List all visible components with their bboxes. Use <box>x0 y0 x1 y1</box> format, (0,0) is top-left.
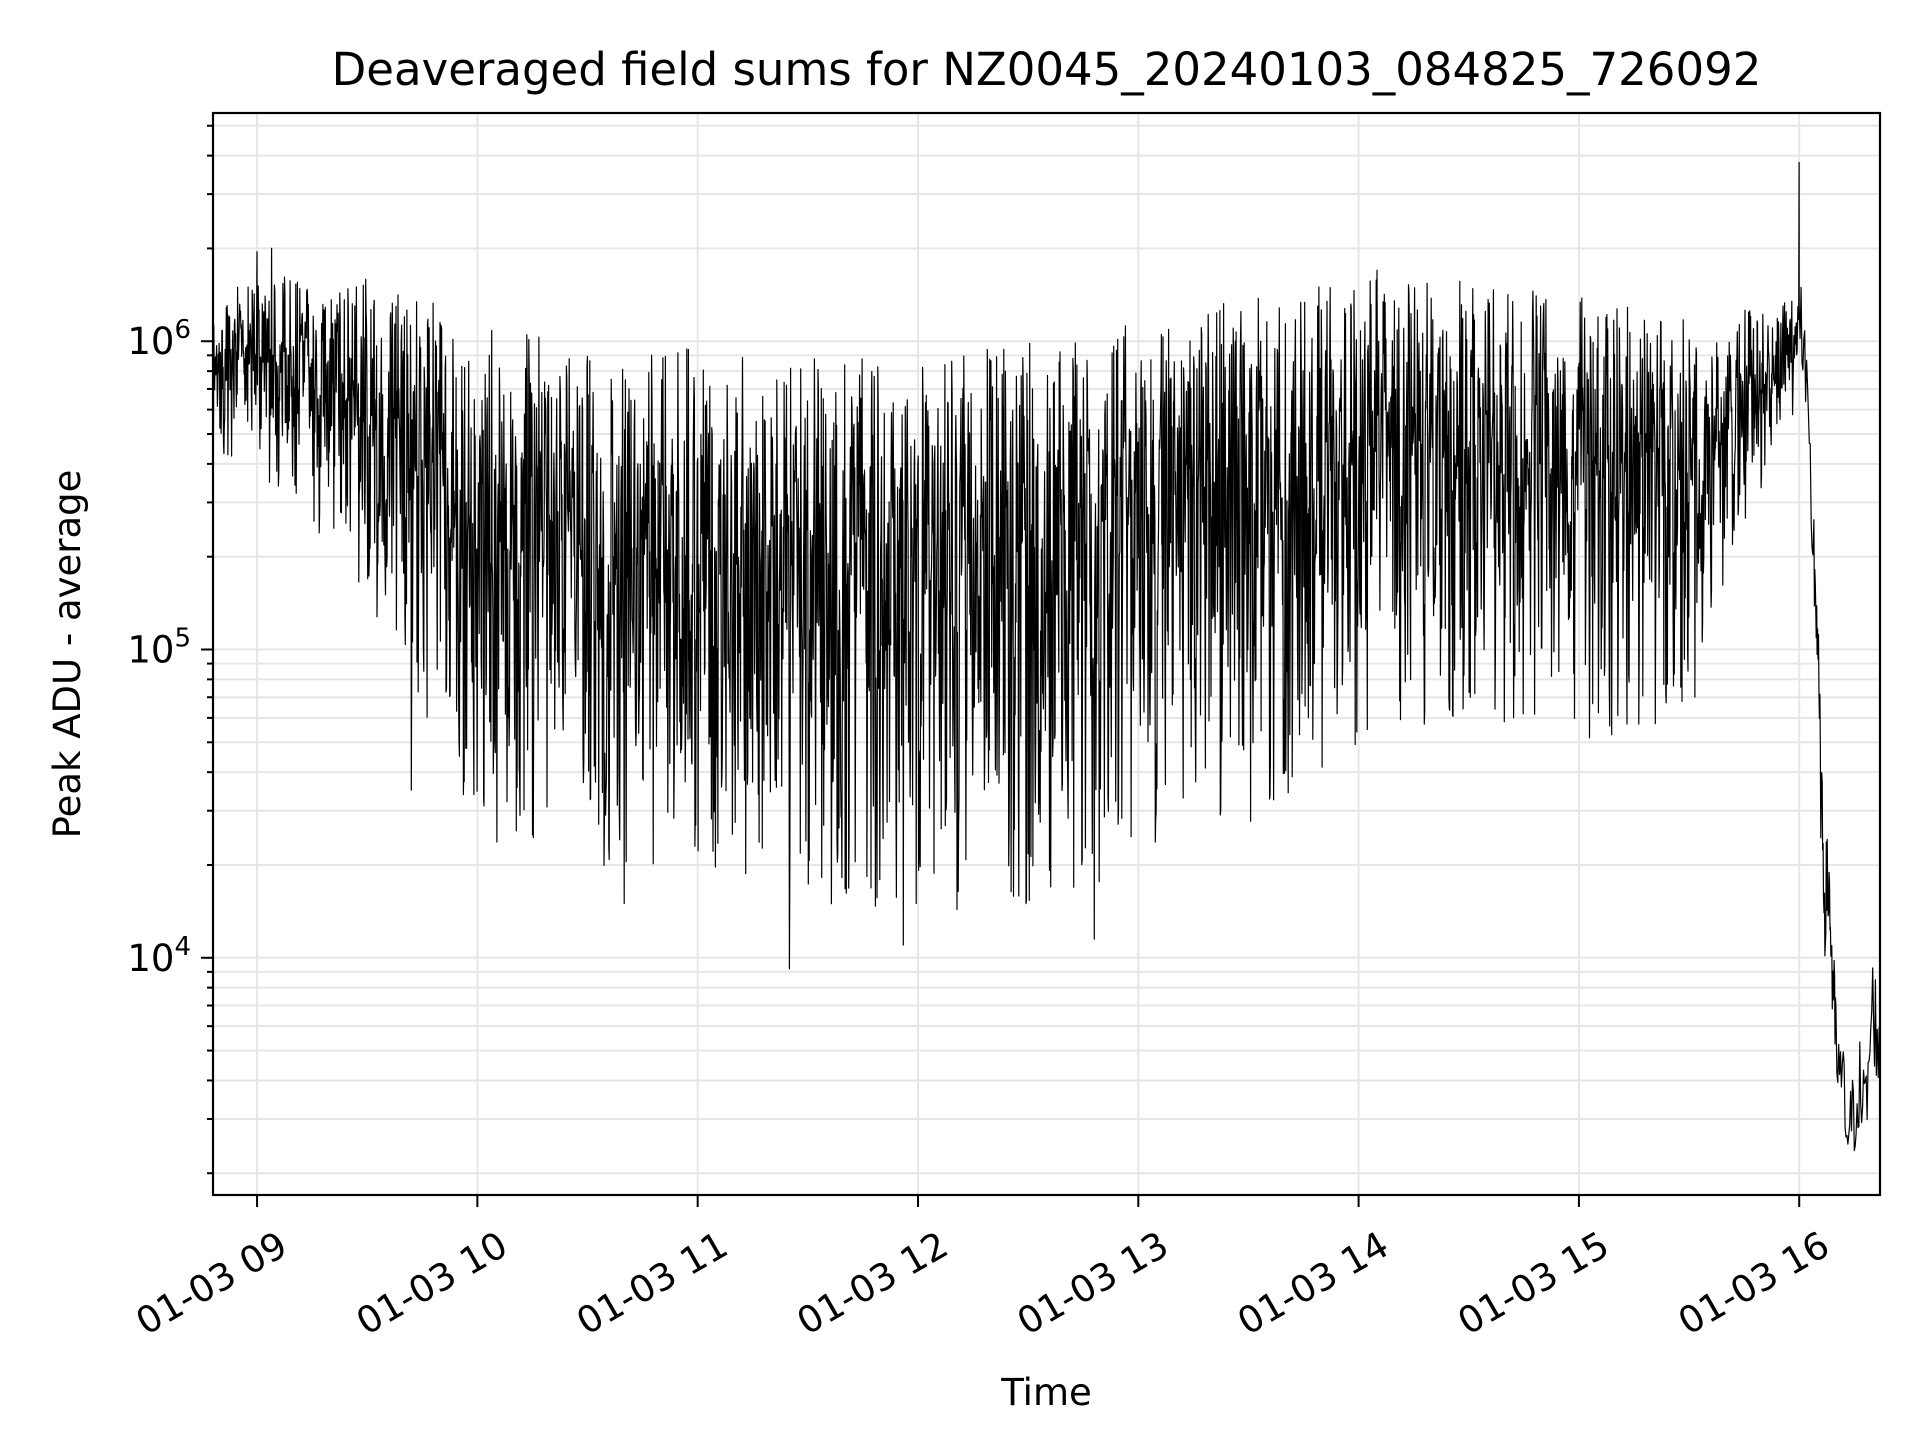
x-axis-label: Time <box>1000 1371 1092 1414</box>
y-tick-base: 10 <box>127 320 174 363</box>
y-tick-base: 10 <box>127 937 174 980</box>
y-tick-exponent: 5 <box>174 624 191 654</box>
y-axis-label: Peak ADU - average <box>46 470 89 839</box>
y-tick-exponent: 4 <box>174 932 191 962</box>
y-tick-base: 10 <box>127 629 174 672</box>
y-tick-exponent: 6 <box>174 315 191 345</box>
grid <box>213 113 1880 1195</box>
series-line <box>213 161 1880 1152</box>
y-tick-label: 106 <box>127 315 191 363</box>
chart-title: Deaveraged field sums for NZ0045_2024010… <box>332 43 1762 96</box>
y-tick-label: 104 <box>127 932 191 980</box>
y-tick-label: 105 <box>127 624 191 672</box>
series-group <box>213 161 1880 1152</box>
plot-frame <box>211 111 1882 1197</box>
